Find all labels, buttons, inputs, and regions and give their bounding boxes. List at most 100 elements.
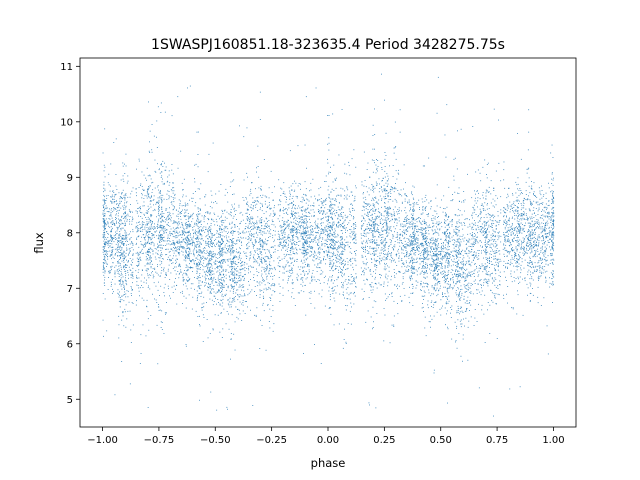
data-point <box>198 241 200 242</box>
data-point <box>298 183 300 184</box>
data-point <box>290 248 291 250</box>
data-point <box>219 253 221 255</box>
data-point <box>232 298 233 299</box>
data-point <box>187 215 189 217</box>
data-point <box>177 210 179 212</box>
data-point <box>138 264 139 266</box>
data-point <box>187 231 189 232</box>
data-point <box>129 258 131 259</box>
data-point <box>280 244 281 246</box>
data-point <box>230 273 232 275</box>
data-point <box>183 233 184 234</box>
data-point <box>147 275 149 277</box>
data-point <box>160 164 162 166</box>
data-point <box>291 292 293 294</box>
data-point <box>327 235 329 237</box>
data-point <box>330 201 332 203</box>
data-point <box>220 242 221 243</box>
data-point <box>147 240 149 242</box>
data-point <box>136 265 138 266</box>
data-point <box>214 295 216 297</box>
data-point <box>294 261 295 262</box>
data-point <box>158 189 159 191</box>
data-point <box>192 240 194 242</box>
data-point <box>188 256 190 258</box>
data-point <box>197 286 199 288</box>
data-point <box>254 239 256 241</box>
data-point <box>185 219 187 220</box>
data-point <box>251 289 253 291</box>
data-point <box>295 219 297 221</box>
data-point <box>195 266 197 268</box>
data-point <box>279 260 281 261</box>
data-point <box>144 238 145 240</box>
data-point <box>271 294 273 296</box>
data-point <box>149 248 150 250</box>
data-point <box>189 240 191 242</box>
data-point <box>274 284 276 286</box>
data-point <box>339 202 340 204</box>
data-point <box>224 251 226 253</box>
data-point <box>119 240 121 241</box>
data-point <box>342 226 343 227</box>
data-point <box>151 151 153 153</box>
data-point <box>339 257 341 259</box>
data-point <box>185 344 187 345</box>
data-point <box>332 293 334 294</box>
data-point <box>136 275 137 277</box>
data-point <box>141 217 143 219</box>
data-point <box>286 196 287 198</box>
data-point <box>229 244 231 246</box>
data-point <box>256 223 258 225</box>
data-point <box>259 249 261 251</box>
data-point <box>157 246 159 248</box>
data-point <box>271 219 273 221</box>
data-point <box>149 255 151 257</box>
data-point <box>148 274 150 276</box>
data-point <box>135 210 137 212</box>
data-point <box>196 264 198 266</box>
data-point <box>195 257 197 259</box>
data-point <box>156 216 157 218</box>
data-point <box>122 281 124 283</box>
data-point <box>203 250 204 252</box>
data-point <box>265 252 266 254</box>
data-point <box>287 275 289 277</box>
data-point <box>335 241 337 242</box>
data-point <box>197 222 199 224</box>
data-point <box>305 251 307 253</box>
data-point <box>305 253 307 255</box>
data-point <box>102 265 104 267</box>
data-point <box>261 228 263 229</box>
data-point <box>252 208 254 210</box>
data-point <box>278 262 280 264</box>
data-point <box>288 207 290 209</box>
data-point <box>150 214 151 216</box>
data-point <box>161 262 163 264</box>
data-point <box>103 225 105 227</box>
data-point <box>332 224 334 226</box>
data-point <box>194 288 195 290</box>
data-point <box>318 245 320 246</box>
data-point <box>161 244 163 246</box>
data-point <box>118 262 119 264</box>
data-point <box>169 279 171 280</box>
data-point <box>288 237 289 239</box>
data-point <box>230 209 232 210</box>
data-point <box>185 258 187 260</box>
data-point <box>205 266 207 267</box>
data-point <box>107 182 109 184</box>
data-point <box>220 278 222 280</box>
data-point <box>341 244 343 246</box>
data-point <box>148 239 149 241</box>
data-point <box>175 288 176 290</box>
data-point <box>281 249 282 251</box>
data-point <box>154 227 156 229</box>
data-point <box>289 192 291 194</box>
data-point <box>337 261 339 262</box>
data-point <box>256 307 258 309</box>
data-point <box>111 241 112 242</box>
data-point <box>104 224 106 226</box>
data-point <box>230 301 232 303</box>
data-point <box>102 234 104 236</box>
